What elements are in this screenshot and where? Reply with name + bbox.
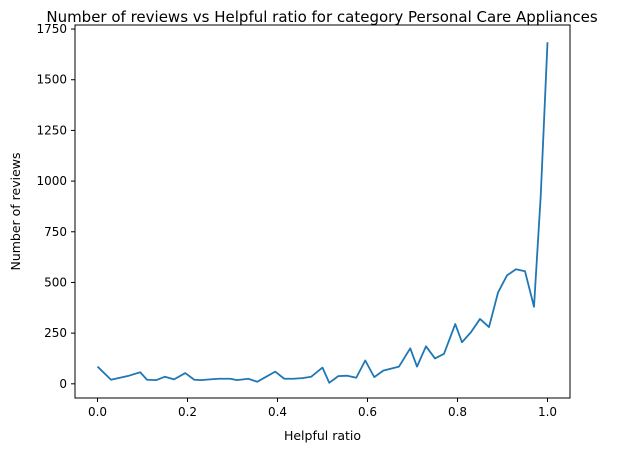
x-tick-label: 0.8: [448, 405, 467, 419]
plot-frame: [74, 24, 571, 399]
y-tick-label: 0: [59, 377, 67, 391]
x-axis: 0.0 0.2 0.4 0.6 0.8 1.0: [88, 398, 557, 419]
y-tick-label: 250: [44, 326, 67, 340]
x-axis-label: Helpful ratio: [284, 428, 361, 443]
y-tick-label: 500: [44, 275, 67, 289]
y-tick-label: 1500: [36, 73, 67, 87]
y-axis: 0 250 500 750 1000 1250 1500 1750: [36, 22, 75, 391]
y-tick-label: 1750: [36, 22, 67, 36]
x-tick-label: 0.4: [268, 405, 287, 419]
plot-area: 0.0 0.2 0.4 0.6 0.8 1.0 0 250 500 750 1000 1250 150…: [36, 22, 571, 419]
x-tick-label: 0.0: [88, 405, 107, 419]
series-line: [96, 42, 549, 384]
x-tick-label: 0.2: [178, 405, 197, 419]
y-tick-label: 1000: [36, 174, 67, 188]
y-axis-label: Number of reviews: [8, 152, 23, 270]
y-tick-label: 1250: [36, 123, 67, 137]
chart-title: Number of reviews vs Helpful ratio for c…: [46, 8, 597, 26]
x-tick-label: 0.6: [358, 405, 377, 419]
y-tick-label: 750: [44, 225, 67, 239]
x-tick-label: 1.0: [538, 405, 557, 419]
